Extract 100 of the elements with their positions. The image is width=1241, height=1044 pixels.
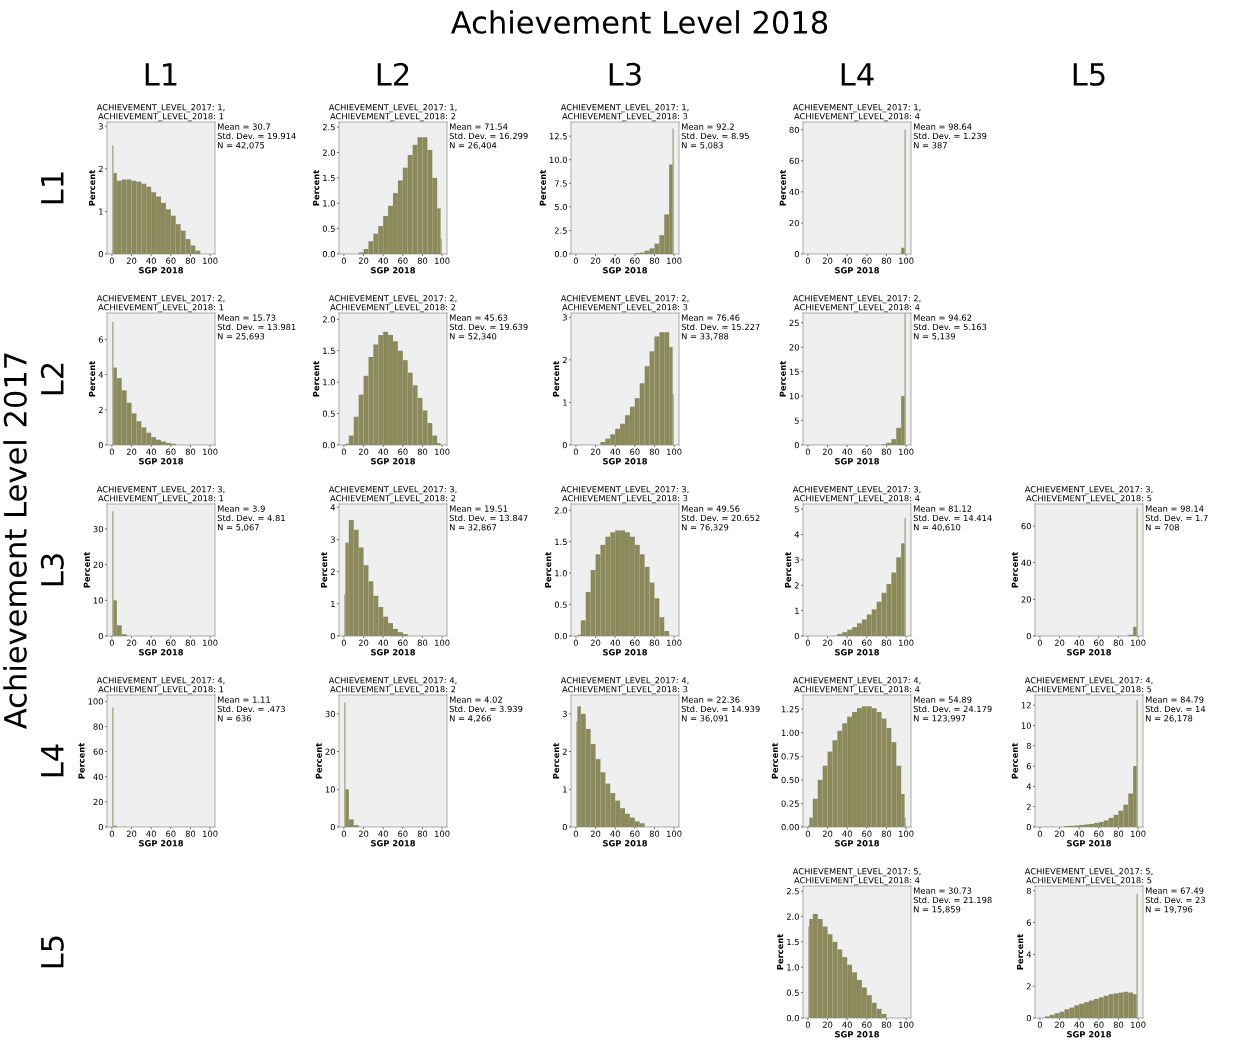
x-tick-label: 0	[573, 448, 579, 455]
chart-title: ACHIEVEMENT_LEVEL_2017: 3, ACHIEVEMENT_LEVEL_2018: 3	[560, 486, 689, 504]
text: Mean = 98.14 Std. Dev. = 1.7 N = 708	[1145, 505, 1208, 531]
x-tick-label: 60	[862, 257, 872, 264]
y-axis-title: Percent	[553, 743, 560, 779]
x-axis-title: SGP 2018	[371, 458, 416, 465]
x-tick-label: 60	[166, 830, 176, 837]
y-axis-title: Percent	[553, 361, 560, 397]
y-tick-label: 40	[93, 773, 103, 780]
x-tick-label: 80	[881, 1021, 892, 1028]
x-tick-label: 80	[649, 639, 660, 646]
y-tick-label: 2	[562, 356, 567, 363]
y-tick-label: 3	[562, 710, 567, 718]
x-tick-label: 80	[649, 448, 660, 455]
y-tick-label: 1.5	[323, 174, 335, 182]
y-tick-label: 60	[93, 748, 103, 755]
chart-title: ACHIEVEMENT_LEVEL_2017: 1, ACHIEVEMENT_LEVEL_2018: 3	[560, 104, 689, 122]
text: Mean = 19.51 Std. Dev. = 13.847 N = 32,867	[449, 505, 528, 532]
x-tick-label: 100	[203, 448, 218, 455]
x-tick-label: 60	[398, 830, 408, 837]
text: Mean = 3.9 Std. Dev. = 4.81 N = 5,067	[217, 505, 285, 532]
x-tick-label: 100	[1131, 1021, 1146, 1028]
x-axis-title: SGP 2018	[371, 267, 416, 274]
x-tick-label: 0	[805, 830, 811, 837]
x-tick-label: 20	[358, 639, 369, 646]
y-tick-label: 2.5	[786, 888, 799, 895]
chart-title: ACHIEVEMENT_LEVEL_2017: 1, ACHIEVEMENT_LEVEL_2018: 4	[792, 104, 921, 122]
x-tick-label: 40	[842, 639, 852, 646]
y-tick-label: 0	[794, 632, 799, 640]
x-axis-title: SGP 2018	[835, 458, 880, 465]
x-tick-label: 40	[610, 639, 620, 646]
y-tick-label: 4	[794, 531, 800, 538]
category-label: L2	[40, 363, 64, 395]
x-axis-title: SGP 2018	[371, 649, 416, 656]
y-tick-label: 0	[794, 250, 799, 258]
x-tick-label: 60	[166, 448, 176, 455]
x-tick-label: 0	[109, 830, 115, 837]
y-tick-label: 4	[330, 504, 336, 511]
y-tick-label: 2.0	[554, 507, 567, 514]
x-tick-label: 20	[590, 257, 601, 264]
x-tick-label: 20	[358, 257, 369, 264]
x-tick-label: 60	[398, 448, 408, 455]
x-tick-label: 100	[899, 257, 914, 264]
y-axis-title: Percent	[545, 552, 552, 588]
y-axis-title: Percent	[779, 170, 786, 206]
x-tick-label: 40	[146, 257, 156, 264]
y-tick-label: 0	[98, 441, 103, 449]
x-tick-label: 0	[573, 830, 579, 837]
y-tick-label: 0.0	[322, 441, 335, 449]
y-tick-label: 20	[1021, 596, 1031, 603]
y-tick-label: 1	[795, 607, 799, 614]
x-axis-title: SGP 2018	[603, 267, 648, 274]
text: Achievement Level 2017	[3, 353, 27, 729]
text: Mean = 54.89 Std. Dev. = 24.179 N = 123,997	[913, 696, 992, 723]
x-tick-label: 0	[1037, 1021, 1043, 1028]
y-tick-label: 1	[331, 600, 335, 607]
x-tick-label: 100	[899, 448, 914, 455]
y-tick-label: 40	[1021, 559, 1031, 566]
y-tick-label: 3	[562, 314, 567, 321]
x-tick-label: 80	[185, 830, 196, 837]
x-tick-label: 80	[417, 448, 428, 455]
y-tick-label: 0.0	[554, 632, 567, 640]
x-tick-label: 60	[398, 639, 408, 646]
y-tick-label: 1.0	[323, 379, 335, 386]
y-tick-label: 0	[98, 823, 103, 831]
chart-title: ACHIEVEMENT_LEVEL_2017: 4, ACHIEVEMENT_LEVEL_2018: 2	[328, 677, 457, 695]
x-tick-label: 80	[881, 257, 892, 264]
y-tick-label: 2.0	[322, 316, 335, 323]
x-tick-label: 60	[862, 1021, 872, 1028]
x-tick-label: 20	[822, 639, 833, 646]
x-tick-label: 80	[417, 257, 428, 264]
x-tick-label: 80	[881, 830, 892, 837]
y-tick-label: 2	[1026, 803, 1031, 810]
y-tick-label: 0.5	[554, 601, 567, 608]
y-tick-label: 10	[93, 597, 103, 604]
x-tick-label: 40	[842, 257, 852, 264]
x-axis-title: SGP 2018	[835, 840, 880, 847]
y-tick-label: 0	[1026, 632, 1031, 640]
x-tick-label: 0	[109, 257, 115, 264]
x-tick-label: 20	[590, 639, 601, 646]
x-tick-label: 20	[590, 830, 601, 837]
y-tick-label: 1.00	[781, 729, 799, 736]
chart-title: ACHIEVEMENT_LEVEL_2017: 4, ACHIEVEMENT_LEVEL_2018: 1	[96, 677, 225, 695]
y-tick-label: 1.0	[787, 964, 799, 971]
x-tick-label: 20	[126, 639, 137, 646]
y-tick-label: 6	[1026, 919, 1031, 926]
y-tick-label: 1	[99, 208, 103, 215]
category-label: L3	[609, 62, 641, 86]
x-tick-label: 100	[203, 830, 218, 837]
x-tick-label: 40	[842, 830, 852, 837]
y-tick-label: 0	[98, 632, 103, 640]
y-tick-label: 10.0	[549, 156, 567, 163]
x-tick-label: 20	[1054, 639, 1065, 646]
x-tick-label: 40	[842, 448, 852, 455]
x-tick-label: 100	[899, 830, 914, 837]
y-tick-label: 10	[789, 393, 799, 400]
y-tick-label: 1.0	[323, 200, 335, 207]
x-tick-label: 80	[417, 830, 428, 837]
x-tick-label: 0	[341, 448, 347, 455]
x-tick-label: 60	[1094, 830, 1104, 837]
